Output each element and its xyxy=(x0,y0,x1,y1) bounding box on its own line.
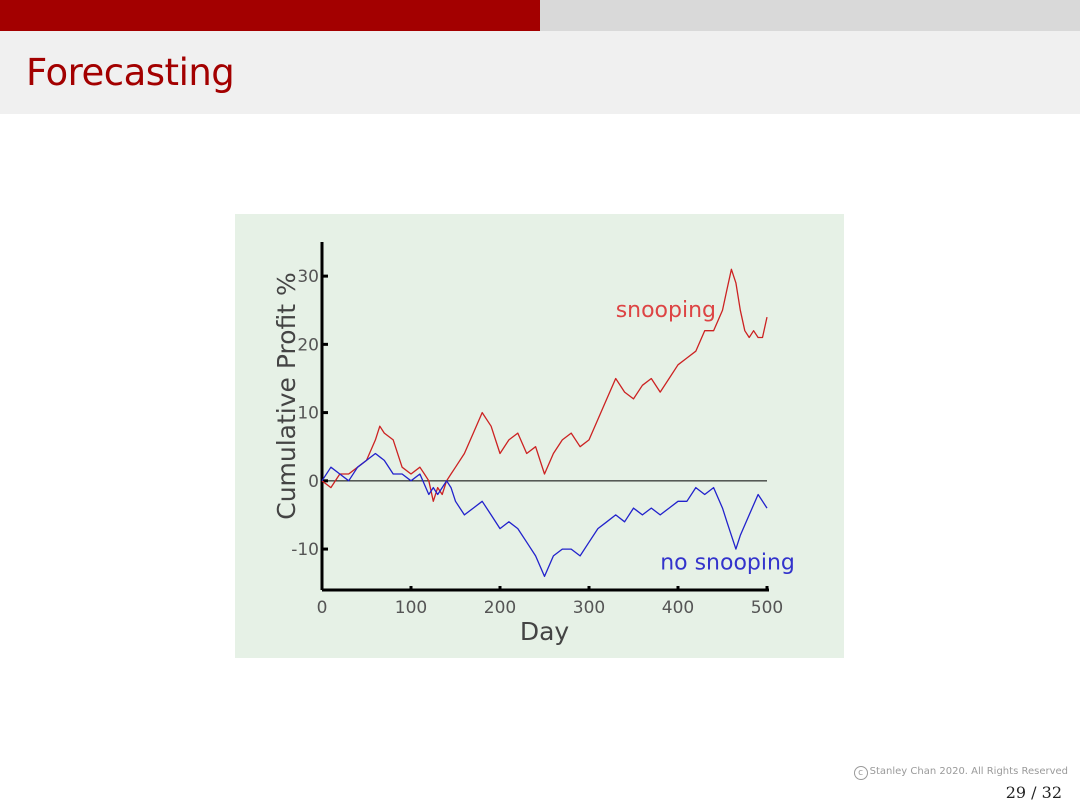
x-tick-label-0: 0 xyxy=(317,598,328,618)
page-separator: / xyxy=(1031,783,1037,802)
top-bar-accent xyxy=(0,0,540,31)
x-tick-label-500: 500 xyxy=(751,598,783,618)
x-tick-label-300: 300 xyxy=(573,598,605,618)
y-tick-label-0: 0 xyxy=(308,472,319,492)
slide-title: Forecasting xyxy=(26,51,235,94)
x-axis-label: Day xyxy=(520,617,570,646)
series-label-snooping: snooping xyxy=(616,298,716,323)
copyright-icon: c xyxy=(853,766,868,780)
top-bar-rest xyxy=(540,0,1080,31)
series-line-1 xyxy=(321,452,768,578)
series-label-no-snooping: no snooping xyxy=(660,551,795,576)
y-tick-label--10: -10 xyxy=(291,540,319,560)
copyright-notice: c Stanley Chan 2020. All Rights Reserved xyxy=(853,766,1068,780)
y-axis-label: Cumulative Profit % xyxy=(272,272,301,520)
x-tick-label-100: 100 xyxy=(395,598,427,618)
x-tick-label-400: 400 xyxy=(662,598,694,618)
y-tick-label-10: 10 xyxy=(297,404,319,424)
copyright-text: Stanley Chan 2020. All Rights Reserved xyxy=(869,766,1068,777)
top-progress-bar xyxy=(0,0,1080,31)
y-tick-label-20: 20 xyxy=(297,335,319,355)
y-tick-label-30: 30 xyxy=(297,267,319,287)
page-total: 32 xyxy=(1041,783,1062,802)
page-current: 29 xyxy=(1005,783,1027,802)
chart-panel: 0 100 200 300 400 500 -10 0 10 20 30 Day Cumulative … xyxy=(235,214,844,658)
page-number: 29 / 32 xyxy=(1006,783,1062,802)
profit-chart: 0 100 200 300 400 500 -10 0 10 20 30 Day Cumulative … xyxy=(272,242,795,646)
x-tick-label-200: 200 xyxy=(484,598,516,618)
title-bar xyxy=(0,31,1080,114)
series-line-0 xyxy=(321,268,768,502)
